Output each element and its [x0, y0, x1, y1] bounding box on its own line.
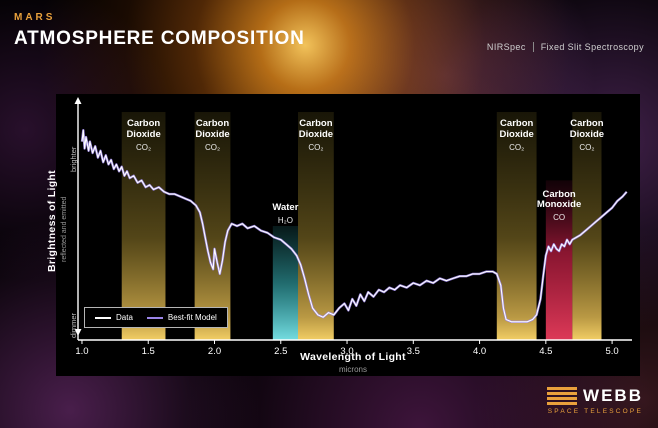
absorption-band-yellow [298, 112, 334, 340]
legend-swatch [146, 316, 163, 319]
y-axis-title: Brightness of Light [46, 170, 58, 272]
x-axis-subtitle: microns [338, 365, 368, 374]
kicker-mars: MARS [14, 12, 56, 23]
instrument-meta: NIRSpec Fixed Slit Spectroscopy [487, 42, 644, 52]
legend-item: Data [95, 313, 133, 322]
legend-label: Best-fit Model [167, 313, 217, 322]
y-axis-top-label: brighter [69, 146, 78, 172]
legend-swatch [95, 316, 111, 319]
legend-label: Data [116, 313, 133, 322]
absorption-band-red [545, 180, 573, 340]
y-axis-bottom-label: dimmer [69, 312, 78, 338]
webb-logo-subtext: SPACE TELESCOPE [547, 408, 643, 415]
webb-logo-lines-icon [547, 387, 578, 405]
webb-logo-text: WEBB [583, 386, 643, 405]
instrument-name: NIRSpec [486, 42, 526, 52]
observation-mode: Fixed Slit Spectroscopy [540, 42, 644, 52]
page-title: ATMOSPHERE COMPOSITION [14, 28, 305, 49]
webb-logo: WEBB SPACE TELESCOPE [547, 386, 643, 415]
x-axis-title-block: Wavelength of Light microns [300, 351, 406, 374]
y-axis-arrow-down-icon [74, 329, 82, 336]
absorption-band-yellow [572, 112, 602, 340]
data-line [81, 129, 628, 323]
y-axis-arrow-up-icon [74, 97, 82, 104]
y-axis-subtitle: reflected and emitted [61, 196, 68, 262]
absorption-band-yellow [121, 112, 166, 340]
absorption-band-yellow [194, 112, 231, 340]
chart-legend: Data Best-fit Model [84, 307, 228, 328]
page-header: MARS ATMOSPHERE COMPOSITION [14, 12, 305, 50]
legend-item: Best-fit Model [146, 313, 217, 322]
x-axis-title: Wavelength of Light [300, 351, 406, 363]
meta-divider [532, 42, 534, 52]
